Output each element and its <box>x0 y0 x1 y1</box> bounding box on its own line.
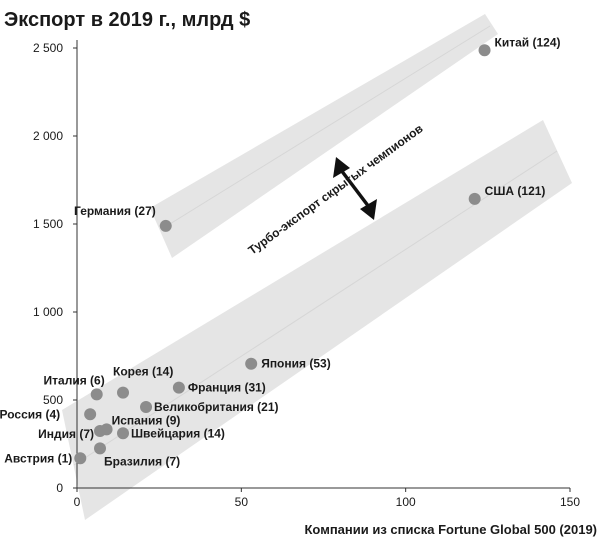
data-point-label: Германия (27) <box>74 204 156 218</box>
x-axis-label: Компании из списка Fortune Global 500 (2… <box>305 522 598 537</box>
y-tick-label: 1 500 <box>33 217 63 231</box>
chart-title: Экспорт в 2019 г., млрд $ <box>4 9 250 31</box>
x-tick-label: 100 <box>396 495 416 509</box>
data-point-label: Корея (14) <box>113 365 173 379</box>
data-point-label: Япония (53) <box>261 357 331 371</box>
data-point <box>468 192 481 205</box>
double-arrow-icon <box>333 157 377 220</box>
y-tick-label: 1 000 <box>33 305 63 319</box>
data-point <box>140 401 153 414</box>
data-point-label: Испания (9) <box>112 413 181 427</box>
data-point-label: США (121) <box>485 184 546 198</box>
data-point-label: Китай (124) <box>495 35 561 49</box>
data-point <box>84 408 97 421</box>
data-point <box>478 44 491 57</box>
ticks-layer: 0 50 100 150 0 500 1 000 1 500 2 000 2 500 <box>33 41 580 509</box>
data-point-label: Франция (31) <box>188 381 266 395</box>
lower-band <box>62 120 572 520</box>
data-point <box>117 386 130 399</box>
y-tick-label: 0 <box>56 481 63 495</box>
points-layer: Китай (124) Германия (27) США (121) Япония … <box>0 35 561 468</box>
bands-layer <box>62 14 572 520</box>
data-point-label: Австрия (1) <box>4 451 72 465</box>
data-point <box>94 424 107 437</box>
data-point <box>74 452 87 465</box>
data-point-label: Швейцария (14) <box>131 426 225 440</box>
x-tick-label: 0 <box>74 495 81 509</box>
y-tick-label: 2 500 <box>33 41 63 55</box>
axes-layer <box>76 40 570 489</box>
data-point <box>245 357 258 370</box>
data-point <box>172 381 185 394</box>
y-tick-label: 500 <box>43 393 63 407</box>
data-point <box>117 427 130 440</box>
data-point-label: Индия (7) <box>38 427 94 441</box>
data-point <box>90 388 103 401</box>
y-tick-label: 2 000 <box>33 129 63 143</box>
upper-band-trend <box>164 25 491 228</box>
x-tick-label: 150 <box>560 495 580 509</box>
data-point-label: Россия (4) <box>0 407 60 421</box>
data-point <box>94 442 107 455</box>
data-point-label: Италия (6) <box>44 373 105 387</box>
data-point-label: Бразилия (7) <box>104 454 180 468</box>
data-point-label: Великобритания (21) <box>154 400 279 414</box>
data-point <box>159 219 172 232</box>
x-tick-label: 50 <box>235 495 249 509</box>
